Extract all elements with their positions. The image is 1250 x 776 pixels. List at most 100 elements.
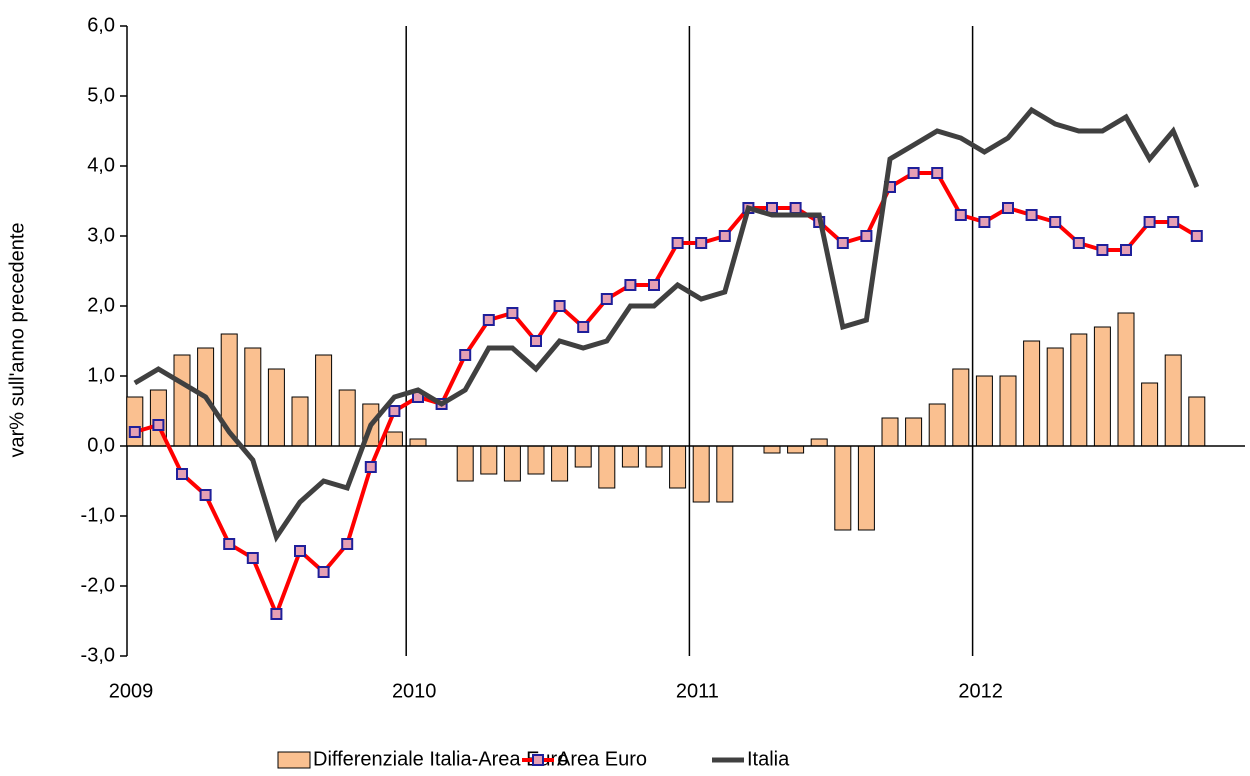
marker <box>294 545 306 557</box>
marker <box>718 230 731 242</box>
y-tick-label: 6,0 <box>87 14 115 36</box>
bar <box>669 445 687 489</box>
bar <box>975 375 993 447</box>
marker <box>1049 216 1062 228</box>
bar <box>1141 382 1159 447</box>
y-tick-label: -2,0 <box>81 574 115 596</box>
marker <box>199 489 212 501</box>
line <box>134 171 1198 620</box>
y-tick-label: 4,0 <box>87 154 115 176</box>
marker <box>695 237 708 249</box>
marker <box>1096 244 1109 256</box>
bar <box>574 445 592 468</box>
marker <box>671 237 684 249</box>
bar <box>551 445 569 482</box>
bar <box>810 438 828 447</box>
bar <box>1188 396 1206 447</box>
bar <box>928 403 946 447</box>
bar <box>952 368 970 447</box>
y-axis-label: var% sull'anno precedente <box>6 222 28 457</box>
bar <box>834 445 852 531</box>
bar <box>173 354 191 447</box>
marker <box>152 419 165 431</box>
marker <box>860 230 873 242</box>
marker <box>907 167 920 179</box>
marker <box>341 538 354 550</box>
bar <box>1046 347 1064 447</box>
marker <box>1190 230 1203 242</box>
marker <box>364 461 377 473</box>
line <box>133 106 1200 543</box>
y-tick-label: 2,0 <box>87 294 115 316</box>
marker <box>482 314 495 326</box>
legend-label: Area Euro <box>557 748 647 770</box>
marker <box>530 335 542 347</box>
marker <box>577 321 590 333</box>
y-tick-label: 5,0 <box>87 84 115 106</box>
bar <box>881 417 899 447</box>
legend-marker <box>532 754 544 766</box>
bar <box>385 431 403 447</box>
y-tick-label: 3,0 <box>87 224 115 246</box>
marker <box>128 426 141 438</box>
x-tick-label: 2012 <box>958 680 1003 702</box>
bar <box>244 347 262 447</box>
y-tick-label: -3,0 <box>81 644 115 666</box>
marker <box>624 279 637 291</box>
bar <box>1023 340 1041 447</box>
x-tick-label: 2009 <box>109 680 154 702</box>
marker <box>1025 209 1038 221</box>
marker <box>246 552 259 564</box>
bar <box>291 396 309 447</box>
legend-swatch <box>277 751 311 769</box>
bar <box>456 445 474 482</box>
marker <box>176 468 188 480</box>
marker <box>553 300 566 312</box>
marker <box>317 566 330 578</box>
bar <box>1117 312 1135 447</box>
marker <box>954 209 967 221</box>
marker <box>931 167 944 179</box>
bar <box>598 445 616 489</box>
bar <box>621 445 639 468</box>
bar <box>1164 354 1182 447</box>
marker <box>1120 244 1132 256</box>
bar <box>1070 333 1088 447</box>
bar <box>645 445 663 468</box>
bar <box>1093 326 1111 447</box>
bar <box>409 438 427 447</box>
marker <box>459 349 472 361</box>
marker <box>600 293 613 305</box>
y-tick-label: 1,0 <box>87 364 115 386</box>
marker <box>1167 216 1180 228</box>
bar <box>857 445 875 531</box>
legend-label: Differenziale Italia-Area Euro <box>313 748 568 770</box>
marker <box>270 608 283 620</box>
bar <box>763 445 781 454</box>
marker <box>506 307 519 319</box>
bar <box>999 375 1017 447</box>
marker <box>648 279 660 291</box>
bar <box>503 445 521 482</box>
marker <box>223 538 236 550</box>
bar <box>905 417 923 447</box>
bar <box>126 396 144 447</box>
bar <box>716 445 734 503</box>
y-tick-label: 0,0 <box>87 434 115 456</box>
legend-label: Italia <box>747 748 790 770</box>
bar <box>338 389 356 447</box>
marker <box>1072 237 1085 249</box>
marker <box>1002 202 1014 214</box>
bar <box>480 445 498 475</box>
bar <box>692 445 710 503</box>
marker <box>388 405 401 417</box>
marker <box>978 216 991 228</box>
x-tick-label: 2010 <box>392 680 437 702</box>
y-tick-label: -1,0 <box>81 504 115 526</box>
marker <box>836 237 849 249</box>
bar <box>315 354 333 447</box>
marker <box>789 202 802 214</box>
bar <box>267 368 285 447</box>
bar <box>787 445 805 454</box>
